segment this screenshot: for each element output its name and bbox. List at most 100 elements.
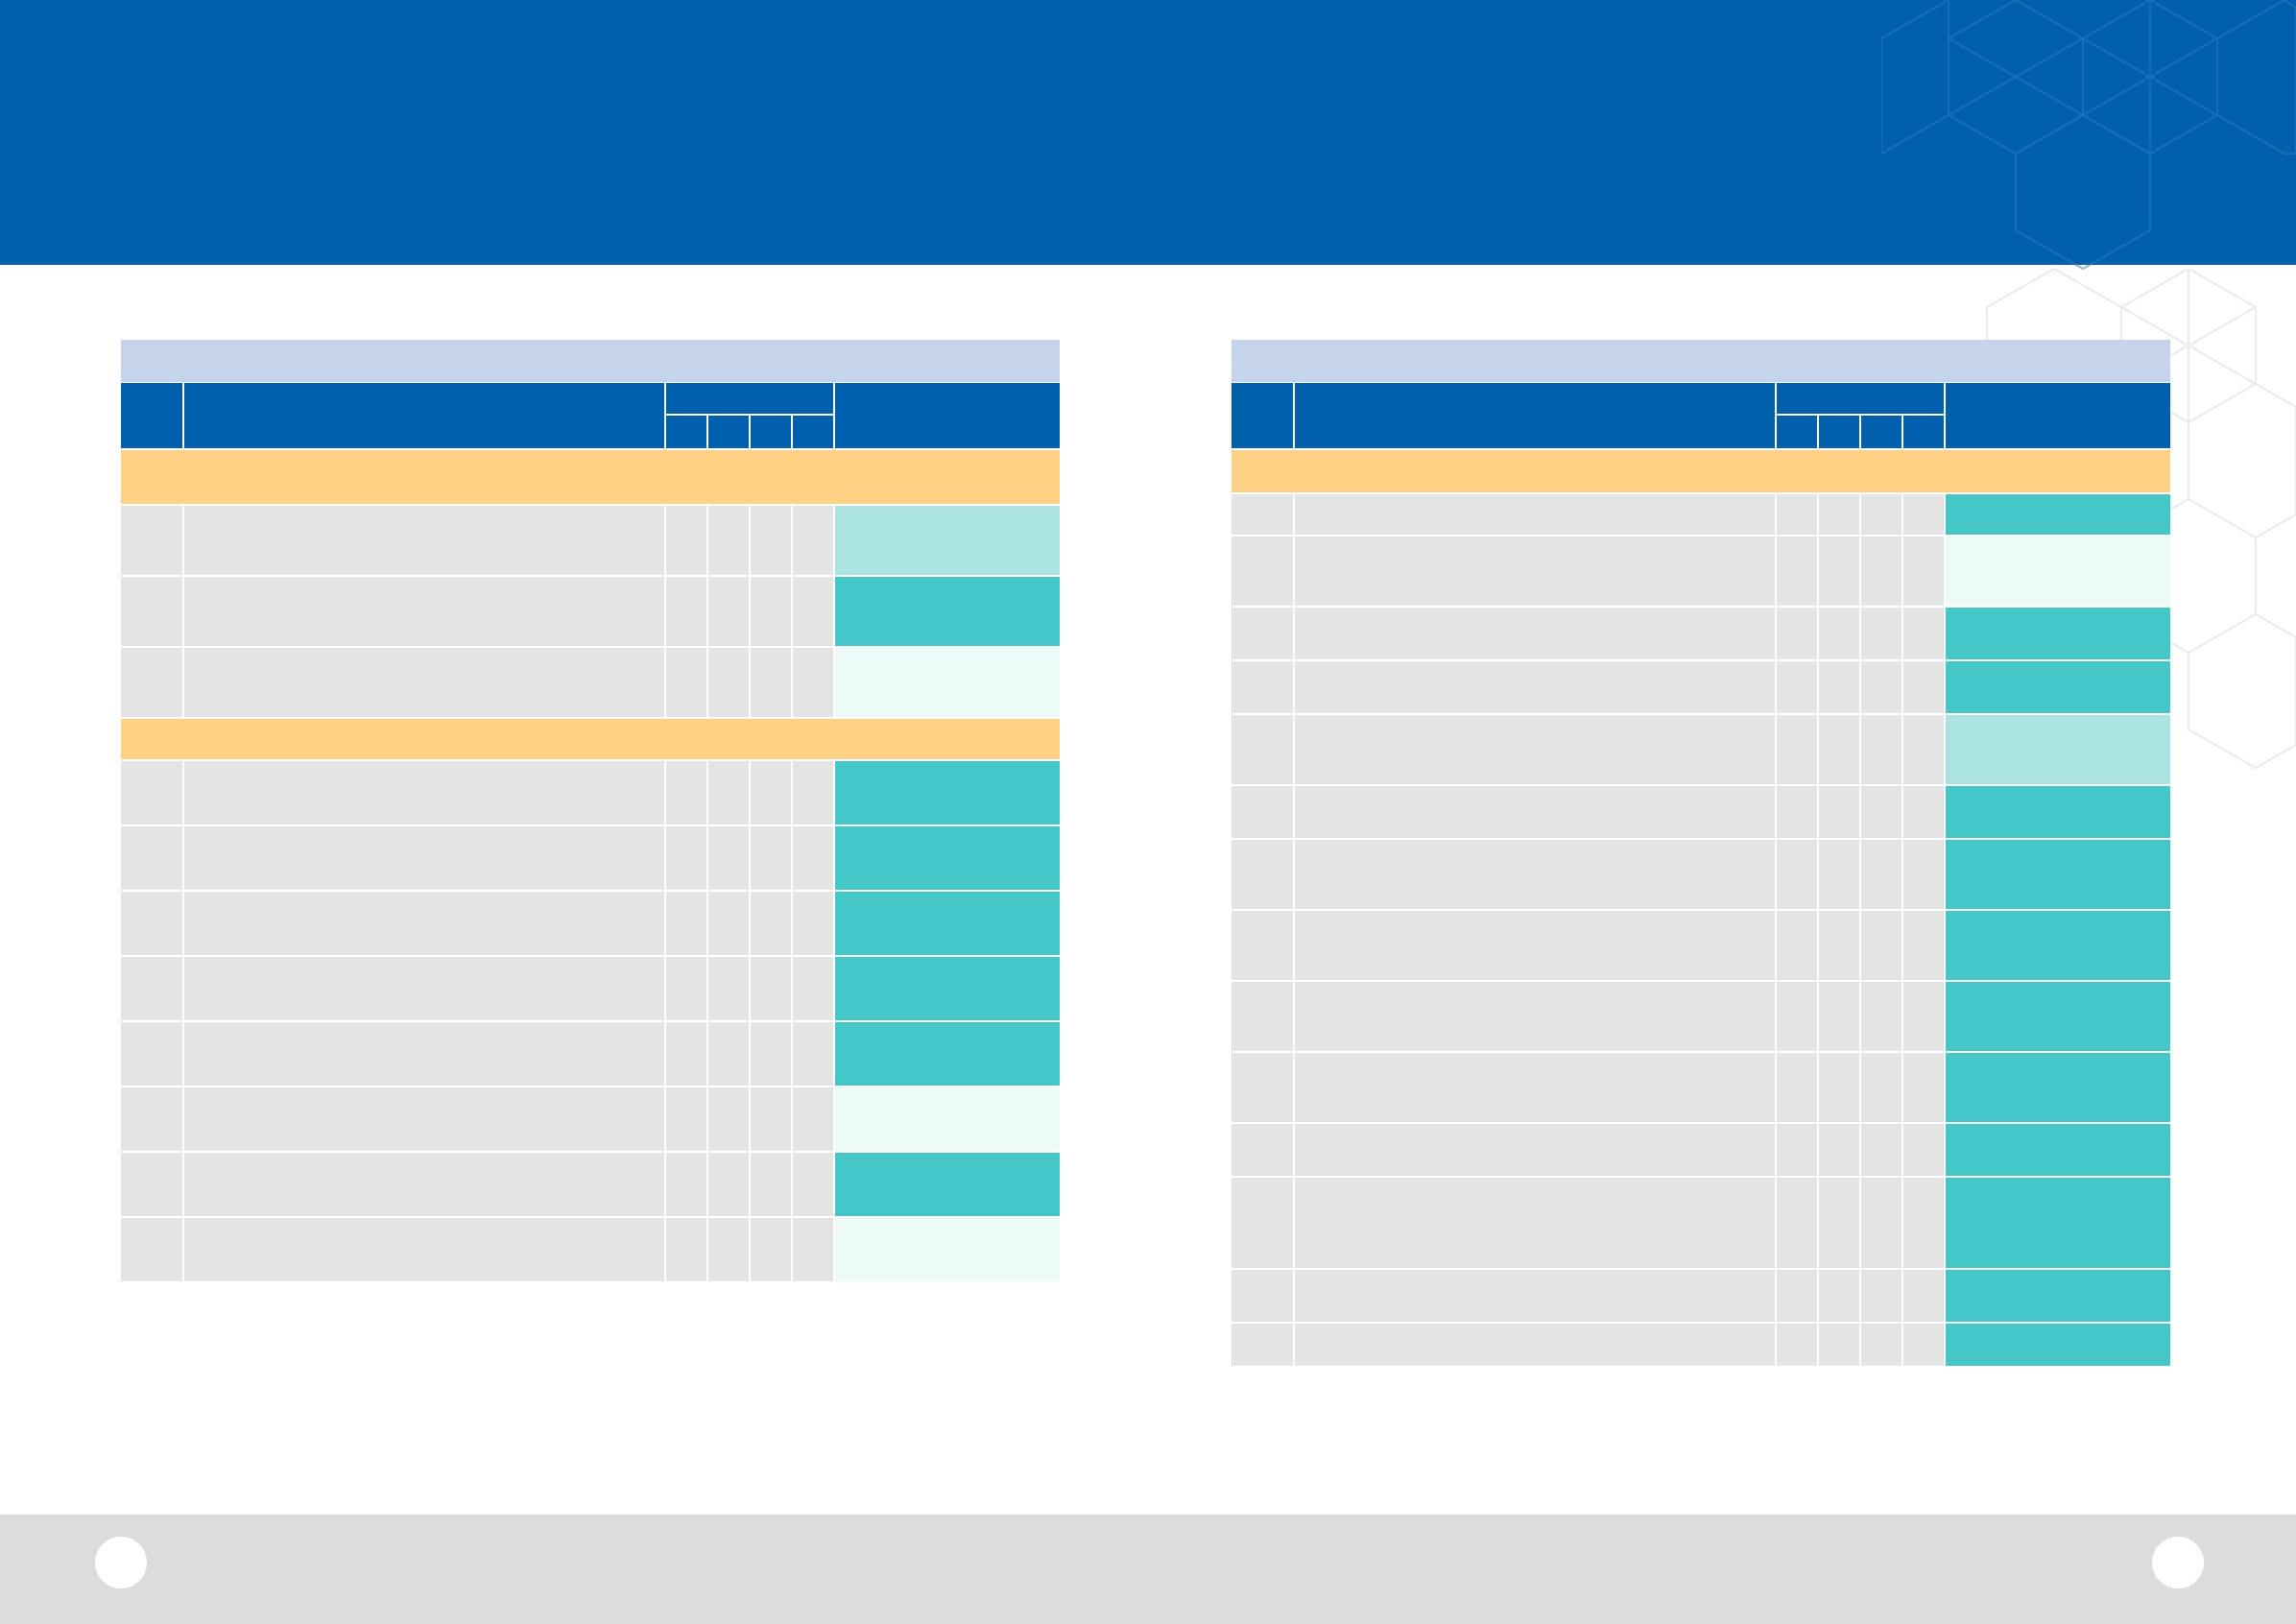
- rating-cell: [1903, 1053, 1946, 1122]
- row-name: [184, 892, 666, 955]
- header-sub-3: [751, 416, 793, 448]
- table-row: [1232, 1051, 2170, 1122]
- rating-cell: [793, 826, 835, 890]
- status-cell: [1946, 494, 2170, 535]
- status-cell: [1946, 911, 2170, 980]
- table-row: [1232, 784, 2170, 838]
- rating-cell: [708, 648, 751, 717]
- rating-cell: [1819, 1324, 1861, 1366]
- rating-cell: [793, 1218, 835, 1281]
- rating-cell: [666, 1153, 708, 1216]
- status-cell: [1946, 786, 2170, 838]
- rating-cell: [708, 577, 751, 646]
- rating-cell: [708, 1153, 751, 1216]
- table-row: [1232, 1176, 2170, 1268]
- rating-cell: [666, 1087, 708, 1151]
- rating-cell: [1819, 786, 1861, 838]
- rating-cell: [751, 506, 793, 575]
- right-table-body: [1232, 448, 2170, 1366]
- header-sub-2: [1819, 416, 1861, 448]
- row-name: [184, 648, 666, 717]
- status-cell: [1946, 840, 2170, 909]
- table-row: [121, 504, 1060, 575]
- rating-cell: [666, 892, 708, 955]
- rating-cell: [666, 826, 708, 890]
- rating-cell: [1777, 608, 1819, 659]
- rating-cell: [666, 506, 708, 575]
- row-name: [1295, 786, 1777, 838]
- row-number: [1232, 1324, 1295, 1366]
- status-cell: [835, 892, 1060, 955]
- rating-cell: [1903, 840, 1946, 909]
- header-name: [184, 383, 666, 448]
- header-sub-1: [666, 416, 708, 448]
- rating-cell: [1777, 982, 1819, 1051]
- rating-cell: [751, 1022, 793, 1086]
- table-row: [1232, 1268, 2170, 1322]
- rating-cell: [708, 1087, 751, 1151]
- table-row: [1232, 1122, 2170, 1176]
- rating-cell: [708, 826, 751, 890]
- row-name: [1295, 1324, 1777, 1366]
- row-name: [1295, 1053, 1777, 1122]
- header-status: [1946, 383, 2170, 448]
- rating-cell: [708, 892, 751, 955]
- left-table-body: [121, 448, 1060, 1281]
- row-number: [1232, 494, 1295, 535]
- row-name: [184, 1153, 666, 1216]
- rating-cell: [1819, 1053, 1861, 1122]
- rating-cell: [1819, 982, 1861, 1051]
- rating-cell: [1861, 1324, 1903, 1366]
- rating-cell: [1777, 661, 1819, 713]
- status-cell: [835, 957, 1060, 1020]
- rating-cell: [1903, 494, 1946, 535]
- status-cell: [1946, 982, 2170, 1051]
- row-number: [121, 826, 184, 890]
- row-number: [121, 892, 184, 955]
- rating-cell: [793, 957, 835, 1020]
- row-name: [1295, 715, 1777, 784]
- rating-cell: [793, 577, 835, 646]
- status-cell: [1946, 1270, 2170, 1322]
- row-number: [1232, 1053, 1295, 1122]
- row-number: [1232, 911, 1295, 980]
- rating-cell: [793, 892, 835, 955]
- rating-cell: [666, 1218, 708, 1281]
- rating-cell: [751, 1087, 793, 1151]
- rating-cell: [1819, 608, 1861, 659]
- rating-cell: [708, 506, 751, 575]
- rating-cell: [751, 892, 793, 955]
- rating-cell: [793, 648, 835, 717]
- status-cell: [1946, 1053, 2170, 1122]
- rating-cell: [1777, 1324, 1819, 1366]
- row-number: [1232, 982, 1295, 1051]
- rating-cell: [1903, 1124, 1946, 1176]
- table-row: [121, 1086, 1060, 1151]
- rating-cell: [1861, 911, 1903, 980]
- rating-cell: [1861, 840, 1903, 909]
- row-name: [1295, 494, 1777, 535]
- rating-cell: [666, 761, 708, 824]
- rating-cell: [1861, 1053, 1903, 1122]
- row-number: [121, 1022, 184, 1086]
- table-row: [121, 1020, 1060, 1086]
- header-name: [1295, 383, 1777, 448]
- row-name: [1295, 1270, 1777, 1322]
- section-header: [121, 448, 1060, 504]
- row-number: [1232, 715, 1295, 784]
- row-name: [1295, 982, 1777, 1051]
- rating-cell: [751, 761, 793, 824]
- table-row: [121, 759, 1060, 824]
- rating-cell: [1819, 661, 1861, 713]
- page-number-right: [2152, 1537, 2204, 1588]
- right-table-title: [1232, 340, 2170, 382]
- rating-cell: [1861, 982, 1903, 1051]
- header-sub-4: [793, 416, 835, 448]
- section-header: [121, 717, 1060, 759]
- rating-cell: [1777, 494, 1819, 535]
- rating-cell: [1903, 982, 1946, 1051]
- row-name: [1295, 840, 1777, 909]
- row-number: [1232, 661, 1295, 713]
- table-row: [121, 1151, 1060, 1216]
- rating-cell: [751, 1153, 793, 1216]
